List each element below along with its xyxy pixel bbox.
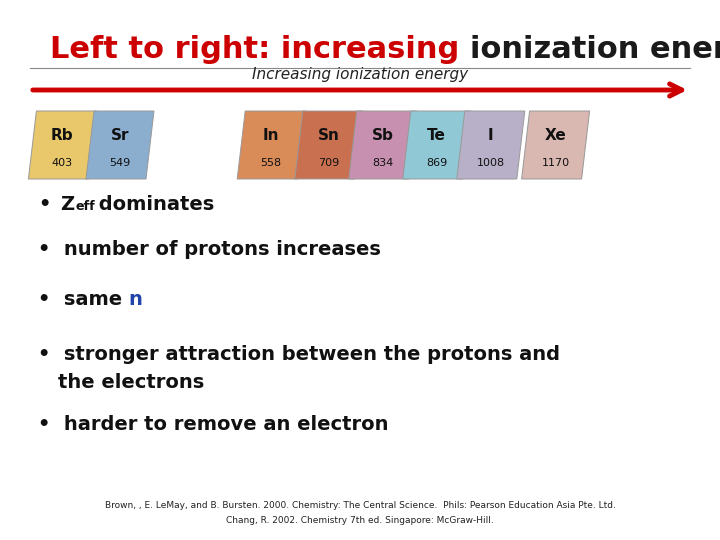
Text: eff: eff [75, 200, 95, 213]
Text: •  number of protons increases: • number of protons increases [38, 240, 381, 259]
Polygon shape [521, 111, 590, 179]
Text: 558: 558 [261, 158, 282, 168]
Polygon shape [294, 111, 363, 179]
Polygon shape [86, 111, 154, 179]
Polygon shape [402, 111, 471, 179]
Text: ionization energy: ionization energy [470, 35, 720, 64]
Text: n: n [129, 290, 143, 309]
Text: Sr: Sr [111, 127, 130, 143]
Text: 869: 869 [426, 158, 447, 168]
Text: 709: 709 [318, 158, 339, 168]
Text: Xe: Xe [545, 127, 567, 143]
Text: I: I [488, 127, 494, 143]
Text: 1008: 1008 [477, 158, 505, 168]
Polygon shape [348, 111, 417, 179]
Text: dominates: dominates [92, 195, 215, 214]
Text: Left to right: increasing: Left to right: increasing [50, 35, 470, 64]
Text: Sn: Sn [318, 127, 340, 143]
Polygon shape [237, 111, 305, 179]
Text: •  same: • same [38, 290, 129, 309]
Text: Increasing ionization energy: Increasing ionization energy [252, 67, 468, 82]
Text: 403: 403 [52, 158, 73, 168]
Text: 834: 834 [372, 158, 393, 168]
Text: 1170: 1170 [541, 158, 570, 168]
Text: 549: 549 [109, 158, 130, 168]
Text: Brown, , E. LeMay, and B. Bursten. 2000. Chemistry: The Central Science.  Phils:: Brown, , E. LeMay, and B. Bursten. 2000.… [104, 501, 616, 510]
Polygon shape [456, 111, 525, 179]
Text: Sb: Sb [372, 127, 394, 143]
Text: Chang, R. 2002. Chemistry 7th ed. Singapore: McGraw-Hill.: Chang, R. 2002. Chemistry 7th ed. Singap… [226, 516, 494, 525]
Text: Z: Z [60, 195, 74, 214]
Text: In: In [263, 127, 279, 143]
Text: Rb: Rb [51, 127, 73, 143]
Polygon shape [28, 111, 96, 179]
Text: Te: Te [428, 127, 446, 143]
Text: the electrons: the electrons [58, 373, 204, 392]
Text: •  harder to remove an electron: • harder to remove an electron [38, 415, 389, 434]
Text: •: • [38, 195, 50, 214]
Text: •  stronger attraction between the protons and: • stronger attraction between the proton… [38, 345, 560, 364]
